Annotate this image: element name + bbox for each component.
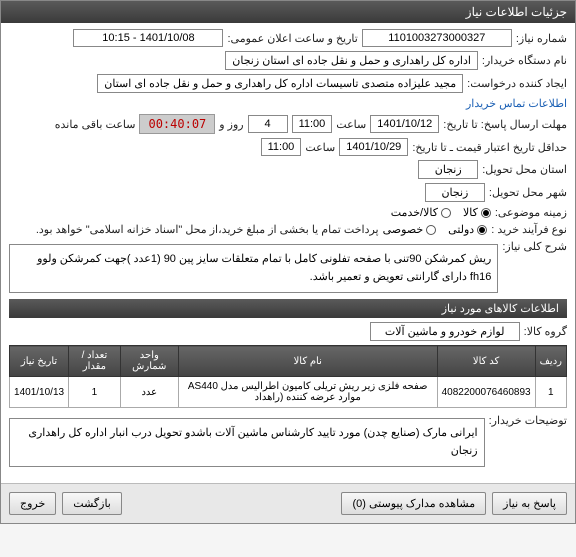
radio-dot-icon bbox=[426, 225, 436, 235]
table-header-cell: کد کالا bbox=[437, 346, 535, 377]
row-process: نوع فرآیند خرید : دولتی خصوصی پرداخت تما… bbox=[9, 223, 567, 236]
need-number-label: شماره نیاز: bbox=[516, 32, 567, 45]
button-row: پاسخ به نیاز مشاهده مدارک پیوستی (0) باز… bbox=[1, 483, 575, 523]
validity-date: 1401/10/29 bbox=[339, 138, 408, 156]
table-header-cell: نام کالا bbox=[178, 346, 437, 377]
content-area: شماره نیاز: 1101003273000327 تاریخ و ساع… bbox=[1, 23, 575, 477]
province-value: زنجان bbox=[418, 160, 478, 179]
table-cell: 1 bbox=[535, 377, 566, 408]
subject-label: زمینه موضوعی: bbox=[495, 206, 567, 219]
announce-label: تاریخ و ساعت اعلان عمومی: bbox=[227, 32, 357, 45]
province-label: استان محل تحویل: bbox=[482, 163, 567, 176]
table-header-cell: واحد شمارش bbox=[120, 346, 178, 377]
details-window: جزئیات اطلاعات نیاز شماره نیاز: 11010032… bbox=[0, 0, 576, 524]
process-radio-group: دولتی خصوصی bbox=[383, 223, 488, 236]
radio-goods[interactable]: کالا bbox=[463, 206, 491, 219]
deadline-date: 1401/10/12 bbox=[370, 115, 439, 133]
announce-value: 1401/10/08 - 10:15 bbox=[73, 29, 223, 47]
contact-link[interactable]: اطلاعات تماس خریدار bbox=[466, 97, 567, 110]
group-label: گروه کالا: bbox=[524, 325, 567, 338]
buyer-note-label: توضیحات خریدار: bbox=[489, 414, 567, 427]
countdown-timer: 00:40:07 bbox=[139, 114, 215, 134]
table-header-cell: تاریخ نیاز bbox=[10, 346, 69, 377]
reply-button[interactable]: پاسخ به نیاز bbox=[492, 492, 567, 515]
process-note: پرداخت تمام یا بخشی از مبلغ خرید،از محل … bbox=[36, 223, 379, 236]
row-need-number: شماره نیاز: 1101003273000327 تاریخ و ساع… bbox=[9, 29, 567, 47]
deadline-time: 11:00 bbox=[292, 115, 333, 133]
desc-label: شرح کلی نیاز: bbox=[502, 240, 567, 253]
validity-time: 11:00 bbox=[261, 138, 302, 156]
table-cell: 4082200076460893 bbox=[437, 377, 535, 408]
window-title: جزئیات اطلاعات نیاز bbox=[466, 5, 567, 19]
radio-gov-label: دولتی bbox=[448, 223, 474, 236]
goods-section-bar: اطلاعات کالاهای مورد نیاز bbox=[9, 299, 567, 318]
days-value: 4 bbox=[248, 115, 288, 133]
row-province: استان محل تحویل: زنجان bbox=[9, 160, 567, 179]
radio-dot-icon bbox=[481, 208, 491, 218]
buyer-note-box: ایرانی مارک (صنایع چدن) مورد تایید کارشن… bbox=[9, 418, 485, 467]
radio-dot-icon bbox=[477, 225, 487, 235]
table-cell: 1401/10/13 bbox=[10, 377, 69, 408]
subject-radio-group: کالا کالا/خدمت bbox=[391, 206, 491, 219]
radio-services-label: کالا/خدمت bbox=[391, 206, 438, 219]
attachments-button[interactable]: مشاهده مدارک پیوستی (0) bbox=[341, 492, 486, 515]
spacer bbox=[128, 492, 336, 515]
time-label-2: ساعت bbox=[305, 141, 335, 154]
row-group: گروه کالا: لوازم خودرو و ماشین آلات bbox=[9, 322, 567, 341]
need-number-value: 1101003273000327 bbox=[362, 29, 512, 47]
row-city: شهر محل تحویل: زنجان bbox=[9, 183, 567, 202]
deadline-label: مهلت ارسال پاسخ: تا تاریخ: bbox=[443, 118, 567, 131]
row-subject: زمینه موضوعی: کالا کالا/خدمت bbox=[9, 206, 567, 219]
radio-priv-label: خصوصی bbox=[383, 223, 424, 236]
row-buyer-org: نام دستگاه خریدار: اداره کل راهداری و حم… bbox=[9, 51, 567, 70]
exit-button[interactable]: خروج bbox=[9, 492, 56, 515]
row-validity: حداقل تاریخ اعتبار قیمت ـ تا تاریخ: 1401… bbox=[9, 138, 567, 156]
table-header-cell: تعداد / مقدار bbox=[69, 346, 121, 377]
back-button[interactable]: بازگشت bbox=[62, 492, 122, 515]
table-cell: 1 bbox=[69, 377, 121, 408]
time-label-1: ساعت bbox=[336, 118, 366, 131]
remaining-label: ساعت باقی مانده bbox=[55, 118, 136, 131]
table-cell: صفحه فلزی زیر ریش تریلی کامیون اطرالیس م… bbox=[178, 377, 437, 408]
window-title-bar: جزئیات اطلاعات نیاز bbox=[1, 1, 575, 23]
city-label: شهر محل تحویل: bbox=[489, 186, 567, 199]
radio-dot-icon bbox=[441, 208, 451, 218]
buyer-org-label: نام دستگاه خریدار: bbox=[482, 54, 567, 67]
table-row[interactable]: 14082200076460893صفحه فلزی زیر ریش تریلی… bbox=[10, 377, 567, 408]
row-creator: ایجاد کننده درخواست: مجید علیزاده متصدی … bbox=[9, 74, 567, 110]
desc-box: ریش کمرشکن 90تنی با صفحه تفلونی کامل با … bbox=[9, 244, 498, 293]
row-deadline: مهلت ارسال پاسخ: تا تاریخ: 1401/10/12 سا… bbox=[9, 114, 567, 134]
table-cell: عدد bbox=[120, 377, 178, 408]
validity-label: حداقل تاریخ اعتبار قیمت ـ تا تاریخ: bbox=[412, 141, 567, 154]
table-header-cell: ردیف bbox=[535, 346, 566, 377]
radio-priv[interactable]: خصوصی bbox=[383, 223, 437, 236]
group-value: لوازم خودرو و ماشین آلات bbox=[370, 322, 520, 341]
process-label: نوع فرآیند خرید : bbox=[491, 223, 567, 236]
table-header-row: ردیفکد کالانام کالاواحد شمارشتعداد / مقد… bbox=[10, 346, 567, 377]
creator-label: ایجاد کننده درخواست: bbox=[467, 77, 567, 90]
radio-goods-label: کالا bbox=[463, 206, 478, 219]
row-desc: شرح کلی نیاز: ریش کمرشکن 90تنی با صفحه ت… bbox=[9, 240, 567, 293]
radio-services[interactable]: کالا/خدمت bbox=[391, 206, 451, 219]
city-value: زنجان bbox=[425, 183, 485, 202]
creator-value: مجید علیزاده متصدی تاسیسات اداره کل راهد… bbox=[97, 74, 463, 93]
buyer-org-value: اداره کل راهداری و حمل و نقل جاده ای است… bbox=[225, 51, 478, 70]
day-label: روز و bbox=[219, 118, 243, 131]
goods-table: ردیفکد کالانام کالاواحد شمارشتعداد / مقد… bbox=[9, 345, 567, 408]
radio-gov[interactable]: دولتی bbox=[448, 223, 487, 236]
row-buyer-note: توضیحات خریدار: ایرانی مارک (صنایع چدن) … bbox=[9, 414, 567, 467]
